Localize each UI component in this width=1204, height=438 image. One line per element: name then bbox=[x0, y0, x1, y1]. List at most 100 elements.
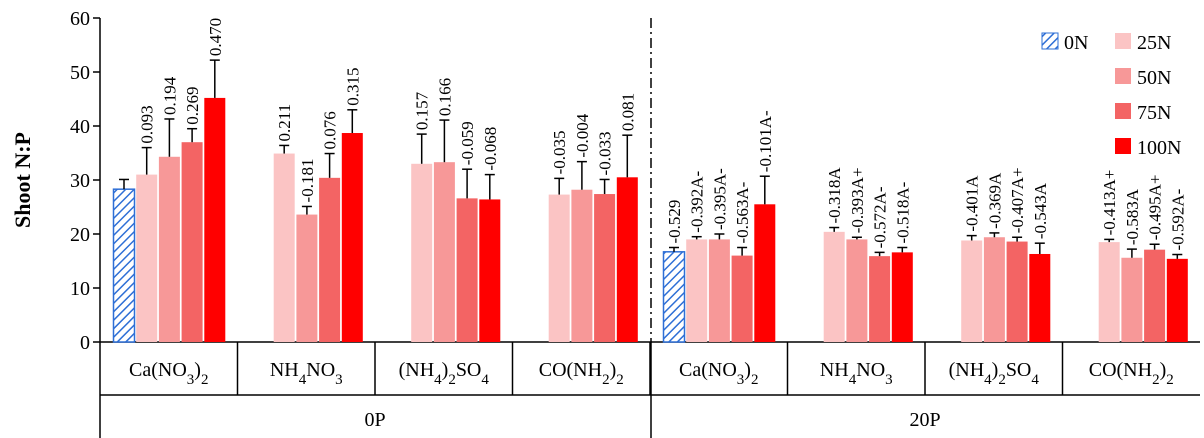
error-bar bbox=[187, 127, 198, 143]
bar bbox=[686, 239, 708, 342]
bar bbox=[1098, 242, 1120, 342]
data-label: 0.269 bbox=[183, 86, 202, 124]
legend-label: 50N bbox=[1137, 67, 1171, 89]
x-tick-label: NH4NO3 bbox=[270, 359, 343, 388]
y-tick-label: 50 bbox=[70, 62, 90, 84]
error-bar bbox=[1126, 248, 1137, 258]
x-tick-label: (NH4)2SO4 bbox=[949, 359, 1040, 388]
error-bar bbox=[669, 246, 679, 252]
legend-label: 0N bbox=[1064, 32, 1088, 54]
error-bar bbox=[164, 118, 175, 157]
data-label: -0.529 bbox=[665, 200, 684, 244]
legend-label: 75N bbox=[1137, 102, 1171, 124]
data-label: 0.081 bbox=[618, 93, 637, 131]
bar bbox=[869, 256, 891, 342]
error-bar bbox=[462, 168, 473, 199]
bar bbox=[823, 231, 845, 342]
group-label: 0P bbox=[364, 409, 385, 431]
x-tick-label: Ca(NO3)2 bbox=[679, 359, 758, 388]
bar bbox=[1166, 258, 1188, 342]
data-label: -0.518A- bbox=[893, 181, 912, 243]
error-bar bbox=[737, 246, 748, 256]
x-tick-label: NH4NO3 bbox=[820, 359, 893, 388]
error-bar bbox=[829, 226, 840, 232]
error-bar bbox=[622, 134, 633, 178]
data-label: -0.407A+ bbox=[1008, 167, 1027, 233]
bar bbox=[1006, 241, 1028, 342]
error-bar bbox=[1104, 238, 1115, 243]
data-label: 0.211 bbox=[275, 104, 294, 142]
bar bbox=[708, 239, 730, 342]
y-tick-label: 10 bbox=[70, 278, 90, 300]
legend-swatch bbox=[1115, 103, 1131, 119]
data-label: 0.166 bbox=[435, 78, 454, 116]
x-tick-label: (NH4)2SO4 bbox=[399, 359, 490, 388]
error-bar bbox=[1149, 243, 1160, 250]
error-bar bbox=[301, 205, 312, 215]
bar bbox=[594, 194, 616, 342]
data-label: -0.004 bbox=[573, 113, 592, 157]
data-label: -0.035 bbox=[550, 130, 569, 174]
error-bar bbox=[484, 173, 495, 200]
data-label: 0.315 bbox=[343, 68, 362, 106]
x-tick-label: Ca(NO3)2 bbox=[129, 359, 208, 388]
bar bbox=[341, 133, 363, 342]
error-bar bbox=[1034, 242, 1045, 254]
legend-swatch bbox=[1115, 138, 1131, 154]
data-label: 0.470 bbox=[206, 18, 225, 56]
data-label: -0.592A- bbox=[1168, 188, 1187, 250]
bar bbox=[433, 162, 455, 342]
group-label: 20P bbox=[909, 409, 940, 431]
error-bar bbox=[119, 178, 129, 190]
x-tick-label: CO(NH2)2 bbox=[539, 359, 624, 388]
bar bbox=[891, 252, 913, 342]
bar bbox=[548, 194, 570, 342]
data-label: -0.181 bbox=[298, 159, 317, 203]
error-bar bbox=[416, 133, 427, 164]
bar bbox=[662, 251, 686, 343]
bar bbox=[296, 214, 318, 342]
data-label: -0.369A bbox=[985, 172, 1004, 229]
bar bbox=[616, 177, 638, 342]
y-tick-label: 30 bbox=[70, 170, 90, 192]
data-label: -0.395A- bbox=[710, 168, 729, 230]
bar bbox=[456, 198, 478, 342]
error-bar bbox=[141, 146, 152, 175]
data-label: -0.392A- bbox=[688, 171, 707, 233]
bar bbox=[846, 239, 868, 342]
data-label: 0.093 bbox=[138, 105, 157, 143]
bar bbox=[1121, 257, 1143, 342]
bar bbox=[1029, 253, 1051, 342]
error-bar bbox=[599, 178, 610, 195]
error-bar bbox=[989, 232, 1000, 238]
data-label: -0.393A+ bbox=[848, 167, 867, 233]
bar bbox=[136, 174, 158, 342]
legend-swatch bbox=[1041, 32, 1059, 50]
error-bar bbox=[324, 152, 335, 178]
bar bbox=[319, 177, 341, 342]
error-bar bbox=[874, 251, 885, 257]
data-label: -0.413A+ bbox=[1100, 170, 1119, 236]
bar bbox=[204, 97, 226, 342]
error-bar bbox=[1172, 253, 1183, 259]
x-tick-label: CO(NH2)2 bbox=[1089, 359, 1174, 388]
data-label: -0.583A bbox=[1123, 188, 1142, 245]
y-tick-label: 40 bbox=[70, 116, 90, 138]
error-bar bbox=[439, 119, 450, 163]
bar bbox=[112, 188, 136, 343]
error-bar bbox=[279, 144, 290, 154]
data-label: 0.157 bbox=[413, 91, 432, 130]
error-bar bbox=[897, 246, 908, 253]
bar bbox=[411, 163, 433, 342]
legend-swatch bbox=[1115, 33, 1131, 49]
bar bbox=[961, 240, 983, 342]
error-bar bbox=[209, 59, 220, 98]
bar bbox=[983, 237, 1005, 342]
error-bar bbox=[966, 234, 977, 241]
bar bbox=[571, 189, 593, 342]
error-bar bbox=[1012, 236, 1023, 242]
data-label: -0.033 bbox=[596, 132, 615, 176]
data-label: -0.401A bbox=[963, 175, 982, 232]
